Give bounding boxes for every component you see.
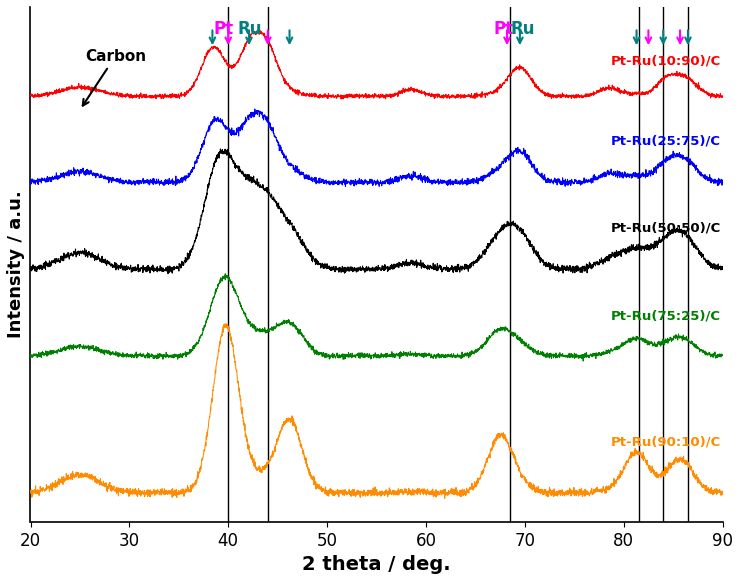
Text: Pt-Ru(75:25)/C: Pt-Ru(75:25)/C	[610, 309, 721, 322]
Text: Pt-Ru(50:50)/C: Pt-Ru(50:50)/C	[610, 222, 721, 235]
Text: Pt-Ru(25:75)/C: Pt-Ru(25:75)/C	[610, 134, 721, 148]
Text: Pt: Pt	[493, 20, 513, 38]
Text: Pt-Ru(90:10)/C: Pt-Ru(90:10)/C	[610, 436, 721, 449]
Text: Carbon: Carbon	[83, 49, 146, 106]
Text: Pt: Pt	[213, 20, 233, 38]
X-axis label: 2 theta / deg.: 2 theta / deg.	[302, 555, 451, 574]
Y-axis label: Intensity / a.u.: Intensity / a.u.	[7, 191, 25, 338]
Text: Ru: Ru	[511, 20, 535, 38]
Text: Pt-Ru(10:90)/C: Pt-Ru(10:90)/C	[610, 55, 721, 67]
Text: Ru: Ru	[238, 20, 262, 38]
